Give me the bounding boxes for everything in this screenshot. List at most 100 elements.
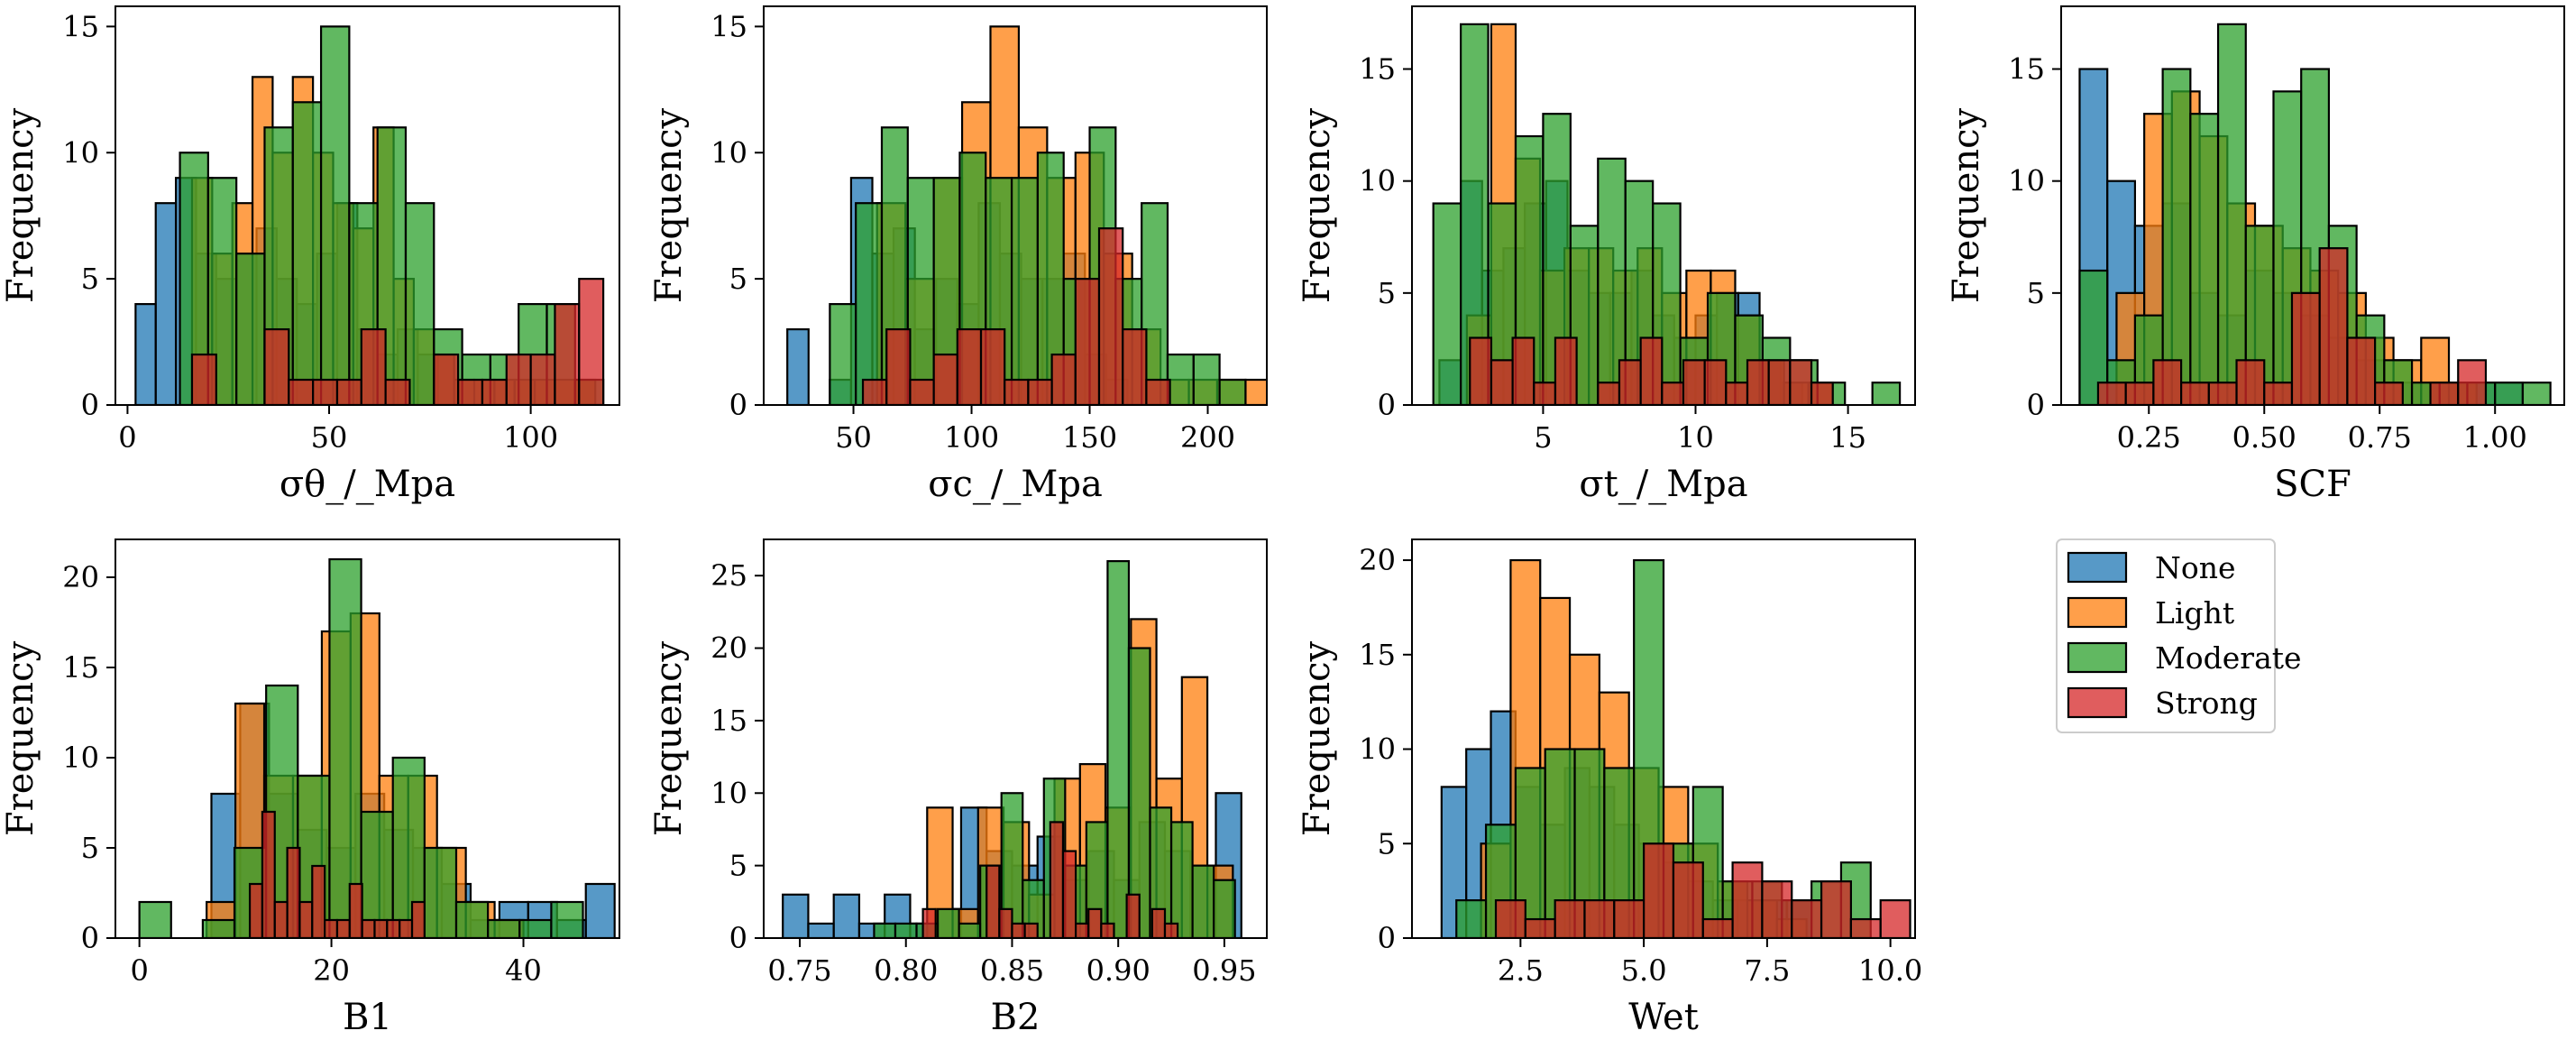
x-tick-label: 0.90 (1086, 953, 1150, 988)
legend-swatch-moderate (2067, 641, 2128, 674)
bar-moderate (518, 918, 553, 938)
bar-moderate (1106, 560, 1131, 938)
bar-strong (1639, 336, 1664, 405)
bar-strong (554, 303, 581, 405)
bar-strong (985, 864, 1001, 938)
bar-moderate (1191, 864, 1215, 938)
axes-frame (763, 5, 1268, 406)
bar-strong (1004, 378, 1030, 405)
bar-moderate (1169, 821, 1194, 938)
bar-strong (1703, 359, 1728, 405)
bar-strong (2318, 247, 2349, 405)
legend-label-none: None (2155, 550, 2236, 585)
x-tick-label: 0 (130, 953, 148, 988)
bar-moderate (855, 202, 884, 405)
bar-strong (373, 918, 389, 938)
bar-strong (1061, 850, 1077, 938)
bar-moderate (894, 922, 918, 938)
bar-strong (311, 864, 326, 938)
bar-strong (2346, 336, 2377, 405)
x-axis-label: B2 (991, 997, 1040, 1035)
bar-moderate (1166, 353, 1195, 405)
bar-none (807, 922, 835, 938)
y-tick-label: 15 (62, 650, 99, 685)
bar-none (782, 893, 810, 938)
x-tick-label: 1.00 (2463, 420, 2527, 455)
y-tick-label: 5 (81, 262, 99, 296)
axes-frame (2060, 5, 2565, 406)
y-tick-label: 5 (1378, 826, 1396, 861)
bar-strong (481, 378, 508, 405)
x-tick-label: 10.0 (1858, 953, 1922, 988)
bar-strong (1810, 382, 1834, 405)
bar-strong (2207, 382, 2238, 405)
x-axis-label: σc_/_Mpa (928, 464, 1103, 505)
bar-strong (1849, 917, 1882, 938)
subplot-0: 0 50 100 0 5 10 15 σθ_/_Mpa Frequency (0, 5, 620, 505)
y-tick-label: 15 (710, 704, 747, 738)
subplot-5: 0.75 0.80 0.85 0.90 0.95 0 5 10 15 20 25 B2 Frequenc… (648, 538, 1268, 1038)
x-axis-label: SCF (2274, 464, 2351, 505)
bar-strong (263, 327, 290, 405)
x-tick-label: 40 (505, 953, 542, 988)
y-tick-label: 0 (1378, 921, 1396, 955)
bars (134, 25, 605, 405)
y-tick-label: 0 (81, 921, 99, 955)
bar-moderate (235, 253, 266, 405)
bar-moderate (138, 900, 172, 938)
x-axis-label: Wet (1628, 997, 1699, 1035)
bar-moderate (1213, 879, 1236, 938)
bar-strong (1050, 353, 1077, 405)
legend-label-light: Light (2155, 595, 2234, 630)
bar-strong (1618, 359, 1642, 405)
x-tick-label: 50 (311, 420, 348, 455)
y-tick-label: 15 (2008, 52, 2045, 87)
bar-strong (2235, 359, 2266, 405)
bar-strong (1027, 378, 1053, 405)
bar-moderate (2216, 23, 2247, 405)
legend-label-strong: Strong (2155, 686, 2258, 721)
axes-frame (115, 538, 620, 939)
bar-strong (1725, 382, 1749, 405)
bar-strong (1613, 899, 1646, 938)
bar-strong (1767, 359, 1792, 405)
bar-moderate (360, 810, 394, 938)
x-tick-label: 5.0 (1621, 953, 1667, 988)
y-tick-label: 20 (62, 560, 99, 594)
bars (1440, 558, 1911, 938)
bar-strong (248, 882, 264, 938)
x-axis-label: B1 (343, 997, 392, 1035)
bar-strong (324, 918, 339, 938)
y-tick-label: 10 (1359, 732, 1396, 767)
bar-moderate (829, 303, 857, 405)
bar-strong (1761, 880, 1793, 938)
bar-strong (2457, 359, 2488, 405)
bar-strong (1820, 880, 1852, 938)
bar-moderate (873, 922, 897, 938)
x-tick-label: 15 (1829, 420, 1866, 455)
legend-swatch-light (2067, 596, 2128, 629)
bar-strong (1672, 861, 1704, 938)
bar-moderate (1455, 899, 1488, 938)
bar-strong (921, 907, 937, 938)
axes-frame (1411, 538, 1916, 939)
y-tick-label: 0 (729, 921, 747, 955)
x-tick-label: 20 (313, 953, 350, 988)
x-tick-label: 0.50 (2232, 420, 2296, 455)
bar-strong (1150, 907, 1167, 938)
x-tick-label: 0.75 (2348, 420, 2412, 455)
bar-strong (335, 378, 362, 405)
bar-strong (979, 327, 1006, 405)
subplot-6: 2.5 5.0 7.5 10.0 0 5 10 15 20 Wet Frequency (1297, 538, 1922, 1038)
bar-strong (1023, 922, 1039, 938)
y-tick-label: 10 (710, 135, 747, 170)
bar-strong (1746, 359, 1770, 405)
bar-strong (399, 918, 414, 938)
bar-moderate (936, 907, 960, 938)
bars (1432, 23, 1902, 405)
x-tick-label: 150 (1062, 420, 1117, 455)
bar-moderate (423, 846, 458, 938)
bar-strong (2180, 382, 2210, 405)
bar-strong (1554, 899, 1586, 938)
bar-moderate (1432, 202, 1462, 405)
